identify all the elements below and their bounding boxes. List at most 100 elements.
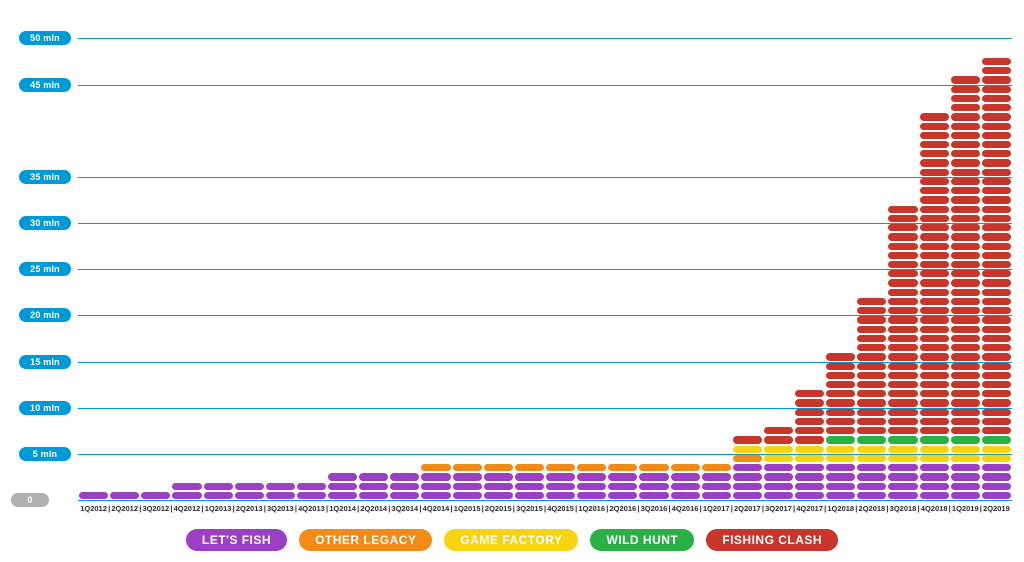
bar-brick (982, 464, 1011, 471)
bar-brick (204, 483, 233, 490)
bar-brick (982, 132, 1011, 139)
bar-brick (951, 492, 980, 499)
bar-brick (982, 363, 1011, 370)
bar-brick (982, 418, 1011, 425)
legend-item: LET'S FISH (186, 529, 287, 551)
bar-brick (951, 224, 980, 231)
bar-brick (764, 427, 793, 434)
bar-brick (328, 492, 357, 499)
bar-brick (235, 483, 264, 490)
bar-brick (857, 427, 886, 434)
bar-brick (421, 483, 450, 490)
bar-brick (920, 436, 949, 443)
bar-brick (795, 436, 824, 443)
gridline (78, 500, 1012, 501)
bar-brick (920, 455, 949, 462)
bar-brick (951, 233, 980, 240)
legend-item: FISHING CLASH (706, 529, 838, 551)
bar-brick (982, 159, 1011, 166)
y-tick-label: 25 mln (19, 262, 71, 276)
gridline (78, 38, 1012, 39)
bar-brick (982, 446, 1011, 453)
bar-brick (826, 455, 855, 462)
bar-brick (920, 252, 949, 259)
bar-brick (951, 316, 980, 323)
bar-brick (577, 492, 606, 499)
bar-brick (982, 427, 1011, 434)
bar-brick (888, 326, 917, 333)
bar-brick (920, 206, 949, 213)
bar-brick (982, 76, 1011, 83)
bar-brick (982, 150, 1011, 157)
bar-brick (951, 298, 980, 305)
bar-brick (951, 270, 980, 277)
bar-brick (857, 344, 886, 351)
bar-brick (857, 455, 886, 462)
bar-brick (951, 363, 980, 370)
bar-brick (826, 372, 855, 379)
bar-brick (888, 344, 917, 351)
bar-brick (951, 344, 980, 351)
bar-brick (764, 455, 793, 462)
bar-brick (795, 464, 824, 471)
legend-item: OTHER LEGACY (299, 529, 432, 551)
x-tick-label: 1Q2016 (576, 504, 607, 513)
bar-brick (888, 363, 917, 370)
bar-brick (951, 132, 980, 139)
bar-brick (702, 464, 731, 471)
bar-brick (920, 381, 949, 388)
bar-brick (110, 492, 139, 499)
y-tick-label: 30 mln (19, 216, 71, 230)
bar-brick (484, 492, 513, 499)
bar-brick (982, 224, 1011, 231)
y-tick-label: 15 mln (19, 355, 71, 369)
x-tick-label: 4Q2016 (670, 504, 701, 513)
x-tick-label: 2Q2018 (856, 504, 887, 513)
bar-brick (888, 298, 917, 305)
bar-brick (951, 76, 980, 83)
bar-brick (888, 409, 917, 416)
bar-brick (920, 243, 949, 250)
bar-brick (826, 418, 855, 425)
bar-brick (982, 141, 1011, 148)
bar-brick (982, 492, 1011, 499)
gridline (78, 85, 1012, 86)
bar-brick (951, 446, 980, 453)
bar-brick (608, 483, 637, 490)
bar-brick (982, 381, 1011, 388)
bar-brick (733, 492, 762, 499)
bar-brick (951, 196, 980, 203)
bar-brick (920, 196, 949, 203)
bar-brick (982, 436, 1011, 443)
bar-brick (920, 159, 949, 166)
bar-brick (888, 427, 917, 434)
bar-brick (888, 483, 917, 490)
bar-brick (764, 483, 793, 490)
bar-brick (733, 446, 762, 453)
bar-brick (982, 196, 1011, 203)
bar-brick (920, 464, 949, 471)
bar-brick (888, 316, 917, 323)
bar-brick (826, 464, 855, 471)
bar-brick (951, 464, 980, 471)
bar-brick (857, 418, 886, 425)
bar-brick (982, 483, 1011, 490)
bar-brick (920, 132, 949, 139)
bar-brick (826, 353, 855, 360)
y-tick-label: 20 mln (19, 308, 71, 322)
bar-brick (982, 409, 1011, 416)
bar-brick (671, 464, 700, 471)
bar-brick (920, 335, 949, 342)
bar-brick (421, 492, 450, 499)
bar-brick (733, 473, 762, 480)
bar-brick (951, 427, 980, 434)
bar-brick (920, 363, 949, 370)
bar-brick (857, 372, 886, 379)
bar-brick (888, 279, 917, 286)
bar-brick (951, 418, 980, 425)
bar-brick (857, 335, 886, 342)
bar-brick (951, 409, 980, 416)
bar-brick (982, 233, 1011, 240)
bar-brick (826, 399, 855, 406)
bar-brick (671, 473, 700, 480)
